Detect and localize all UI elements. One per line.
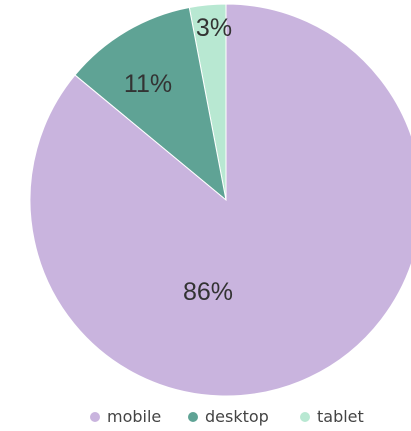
- slice-label-mobile: 86%: [183, 278, 233, 306]
- pie-slices: [29, 3, 411, 397]
- pie-slice-desktop: [74, 6, 227, 202]
- slice-label-tablet: 3%: [196, 14, 232, 42]
- legend-label-mobile: mobile: [107, 407, 161, 426]
- legend-label-desktop: desktop: [205, 407, 269, 426]
- legend-marker-tablet: [300, 412, 310, 422]
- slice-labels: 3% 11% 86%: [124, 14, 233, 306]
- legend-marker-desktop: [188, 412, 198, 422]
- slice-label-desktop: 11%: [124, 70, 172, 98]
- legend: mobile desktop tablet: [90, 407, 364, 426]
- legend-marker-mobile: [90, 412, 100, 422]
- pie-slice-mobile: [29, 3, 411, 397]
- legend-label-tablet: tablet: [317, 407, 364, 426]
